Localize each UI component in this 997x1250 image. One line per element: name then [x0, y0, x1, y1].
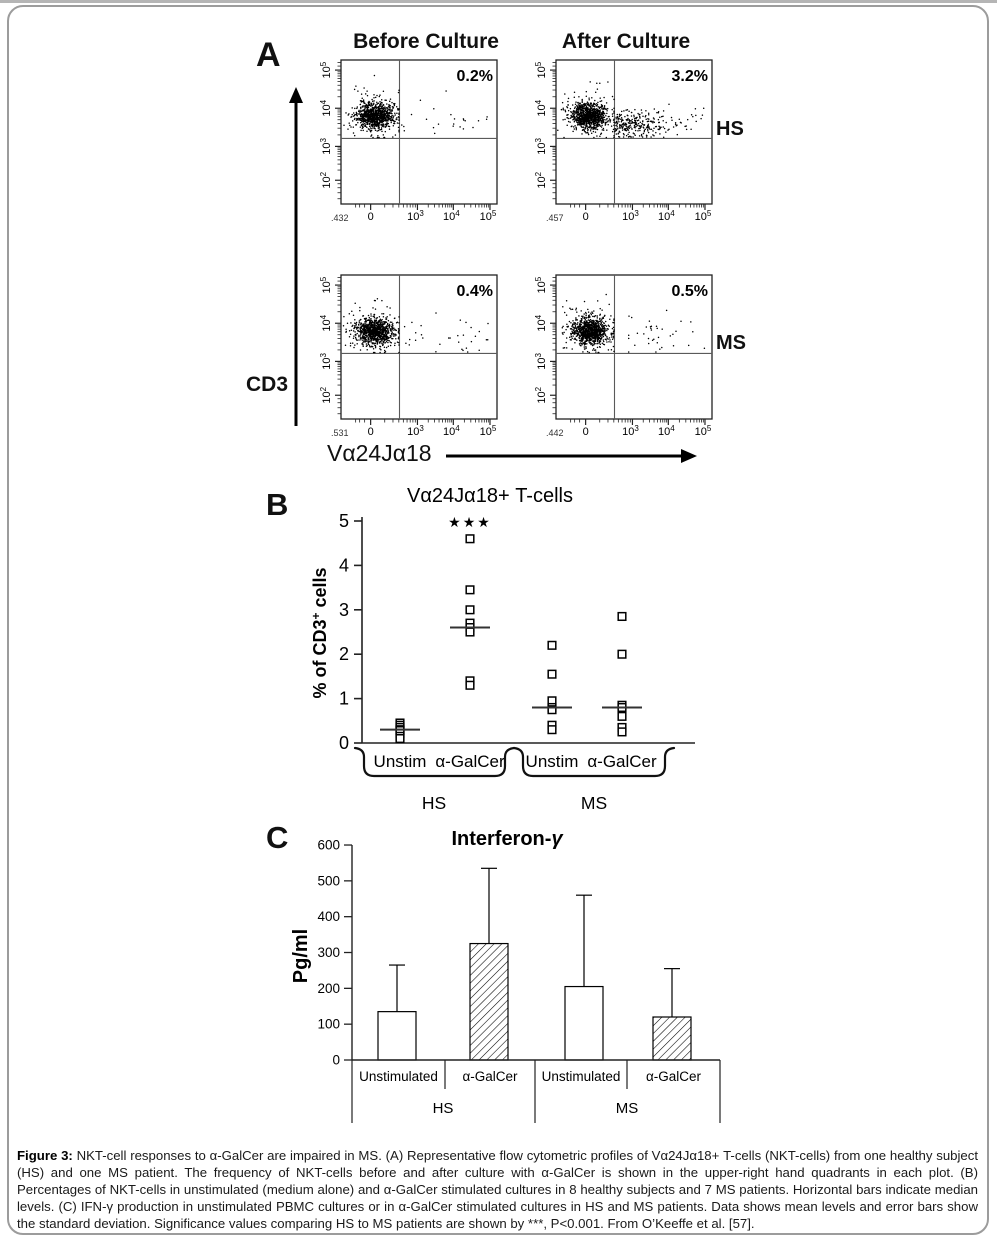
- svg-text:Unstimulated: Unstimulated: [542, 1069, 621, 1084]
- row-label-hs: HS: [716, 118, 744, 140]
- panel-b-label: B: [266, 487, 290, 522]
- svg-text:.442: .442: [546, 428, 564, 438]
- svg-text:.457: .457: [546, 213, 564, 223]
- svg-text:103: 103: [622, 209, 639, 223]
- svg-text:0.5%: 0.5%: [672, 283, 708, 300]
- svg-text:200: 200: [317, 981, 340, 996]
- panel-b-chart: Vα24Jα18+ T-cells 5 4 3 2 1 0 % of CD3+ cells Un…: [300, 485, 710, 822]
- svg-text:Vα24Jα18+ T-cells: Vα24Jα18+ T-cells: [407, 485, 573, 507]
- svg-text:α-GalCer: α-GalCer: [646, 1069, 702, 1084]
- svg-text:.432: .432: [331, 213, 349, 223]
- svg-text:.531: .531: [331, 428, 349, 438]
- svg-text:300: 300: [317, 945, 340, 960]
- svg-text:104: 104: [534, 314, 548, 331]
- svg-text:103: 103: [534, 138, 548, 155]
- svg-text:103: 103: [407, 209, 424, 223]
- figure-caption: Figure 3: NKT-cell responses to α-GalCer…: [17, 1147, 978, 1232]
- panel-c-label: C: [266, 820, 290, 855]
- svg-text:105: 105: [480, 424, 497, 438]
- svg-text:105: 105: [534, 276, 548, 293]
- svg-text:102: 102: [534, 171, 548, 188]
- svg-text:% of CD3+ cells: % of CD3+ cells: [309, 567, 330, 698]
- svg-text:400: 400: [317, 909, 340, 924]
- svg-text:2: 2: [339, 644, 349, 664]
- flow-plot-hs-after: 105 104 103 102 0 103 104 105 .457 3.2%: [526, 57, 716, 234]
- svg-text:0: 0: [368, 211, 374, 223]
- cd3-axis-up-arrow-icon: [287, 86, 307, 436]
- svg-text:4: 4: [339, 555, 349, 575]
- svg-text:Unstimulated: Unstimulated: [359, 1069, 438, 1084]
- x-axis-right-arrow-icon: [444, 447, 699, 470]
- svg-text:103: 103: [319, 353, 333, 370]
- svg-text:105: 105: [534, 61, 548, 78]
- svg-text:102: 102: [534, 386, 548, 403]
- svg-text:0: 0: [583, 426, 589, 438]
- flow-plot-hs-before: 105 104 103 102 0 103 104 105 .432 0.2%: [311, 57, 501, 234]
- svg-text:104: 104: [534, 99, 548, 116]
- svg-text:0: 0: [332, 1053, 340, 1068]
- svg-text:★★★: ★★★: [448, 514, 492, 530]
- flow-plot-ms-before: 105 104 103 102 0 103 104 105 .531 0.4%: [311, 272, 501, 449]
- va24ja18-axis-label: Vα24Jα18: [327, 440, 432, 466]
- after-culture-title: After Culture: [561, 30, 691, 53]
- svg-text:5: 5: [339, 511, 349, 531]
- svg-text:103: 103: [534, 353, 548, 370]
- caption-text: NKT-cell responses to α-GalCer are impai…: [17, 1148, 979, 1231]
- top-divider-line: [0, 0, 997, 3]
- caption-label: Figure 3:: [17, 1148, 73, 1163]
- svg-text:104: 104: [319, 99, 333, 116]
- svg-text:0: 0: [368, 426, 374, 438]
- row-label-ms: MS: [716, 332, 746, 354]
- svg-text:104: 104: [658, 209, 675, 223]
- svg-text:3: 3: [339, 600, 349, 620]
- svg-text:3.2%: 3.2%: [672, 68, 708, 85]
- panel-a-label: A: [256, 36, 282, 74]
- svg-text:103: 103: [407, 424, 424, 438]
- svg-text:0.2%: 0.2%: [457, 68, 493, 85]
- svg-text:0: 0: [583, 211, 589, 223]
- svg-text:α-GalCer: α-GalCer: [435, 752, 505, 771]
- svg-text:HS: HS: [433, 1100, 454, 1117]
- svg-text:0.4%: 0.4%: [457, 283, 493, 300]
- svg-text:105: 105: [695, 424, 712, 438]
- svg-text:MS: MS: [581, 793, 607, 813]
- svg-text:104: 104: [443, 424, 460, 438]
- svg-text:100: 100: [317, 1017, 340, 1032]
- svg-text:102: 102: [319, 386, 333, 403]
- svg-text:Interferon-γ: Interferon-γ: [451, 828, 564, 850]
- svg-text:500: 500: [317, 873, 340, 888]
- flow-plot-ms-after: 105 104 103 102 0 103 104 105 .442 0.5%: [526, 272, 716, 449]
- panel-c-chart: Interferon-γ Pg/ml 0 100 200 300 400 500 600 Unst…: [285, 818, 745, 1148]
- svg-text:Pg/ml: Pg/ml: [290, 929, 312, 983]
- svg-text:HS: HS: [422, 793, 446, 813]
- svg-text:105: 105: [319, 61, 333, 78]
- svg-text:103: 103: [622, 424, 639, 438]
- svg-text:Unstim: Unstim: [526, 752, 579, 771]
- svg-text:104: 104: [443, 209, 460, 223]
- svg-text:105: 105: [480, 209, 497, 223]
- figure-border-box: [7, 5, 989, 1235]
- svg-text:102: 102: [319, 171, 333, 188]
- svg-text:0: 0: [339, 733, 349, 753]
- svg-text:Unstim: Unstim: [374, 752, 427, 771]
- svg-text:α-GalCer: α-GalCer: [587, 752, 657, 771]
- svg-text:103: 103: [319, 138, 333, 155]
- svg-text:α-GalCer: α-GalCer: [462, 1069, 518, 1084]
- svg-text:600: 600: [317, 838, 340, 853]
- svg-text:105: 105: [319, 276, 333, 293]
- cd3-axis-label: CD3: [246, 373, 289, 396]
- before-culture-title: Before Culture: [353, 30, 499, 53]
- svg-text:MS: MS: [616, 1100, 639, 1117]
- svg-text:104: 104: [658, 424, 675, 438]
- svg-text:104: 104: [319, 314, 333, 331]
- svg-text:1: 1: [339, 689, 349, 709]
- svg-text:105: 105: [695, 209, 712, 223]
